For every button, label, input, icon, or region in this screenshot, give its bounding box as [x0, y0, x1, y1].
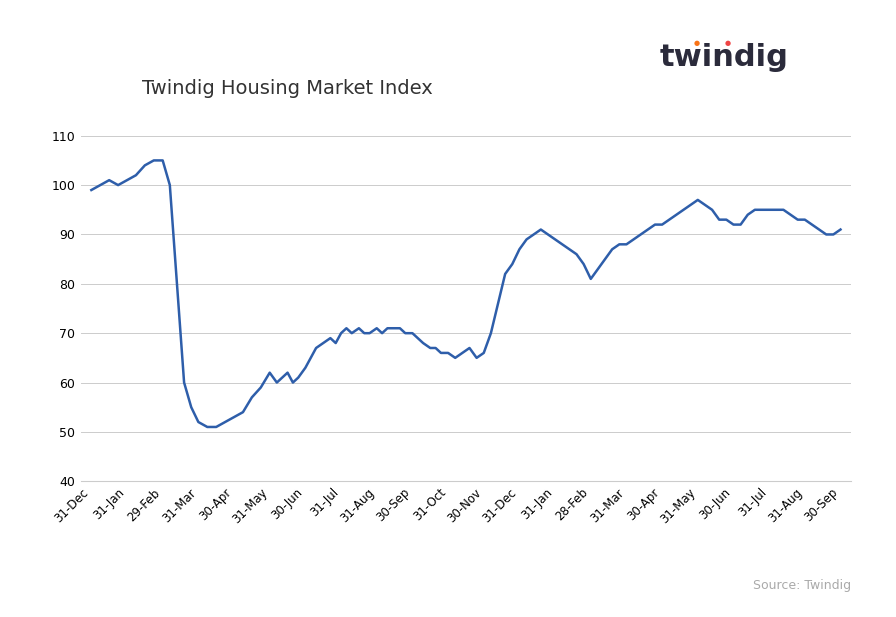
Text: ●: ●	[725, 40, 730, 46]
Text: ●: ●	[694, 40, 700, 46]
Text: twindig: twindig	[659, 43, 788, 72]
Text: Source: Twindig: Source: Twindig	[753, 579, 851, 592]
Text: Twindig Housing Market Index: Twindig Housing Market Index	[142, 80, 433, 98]
